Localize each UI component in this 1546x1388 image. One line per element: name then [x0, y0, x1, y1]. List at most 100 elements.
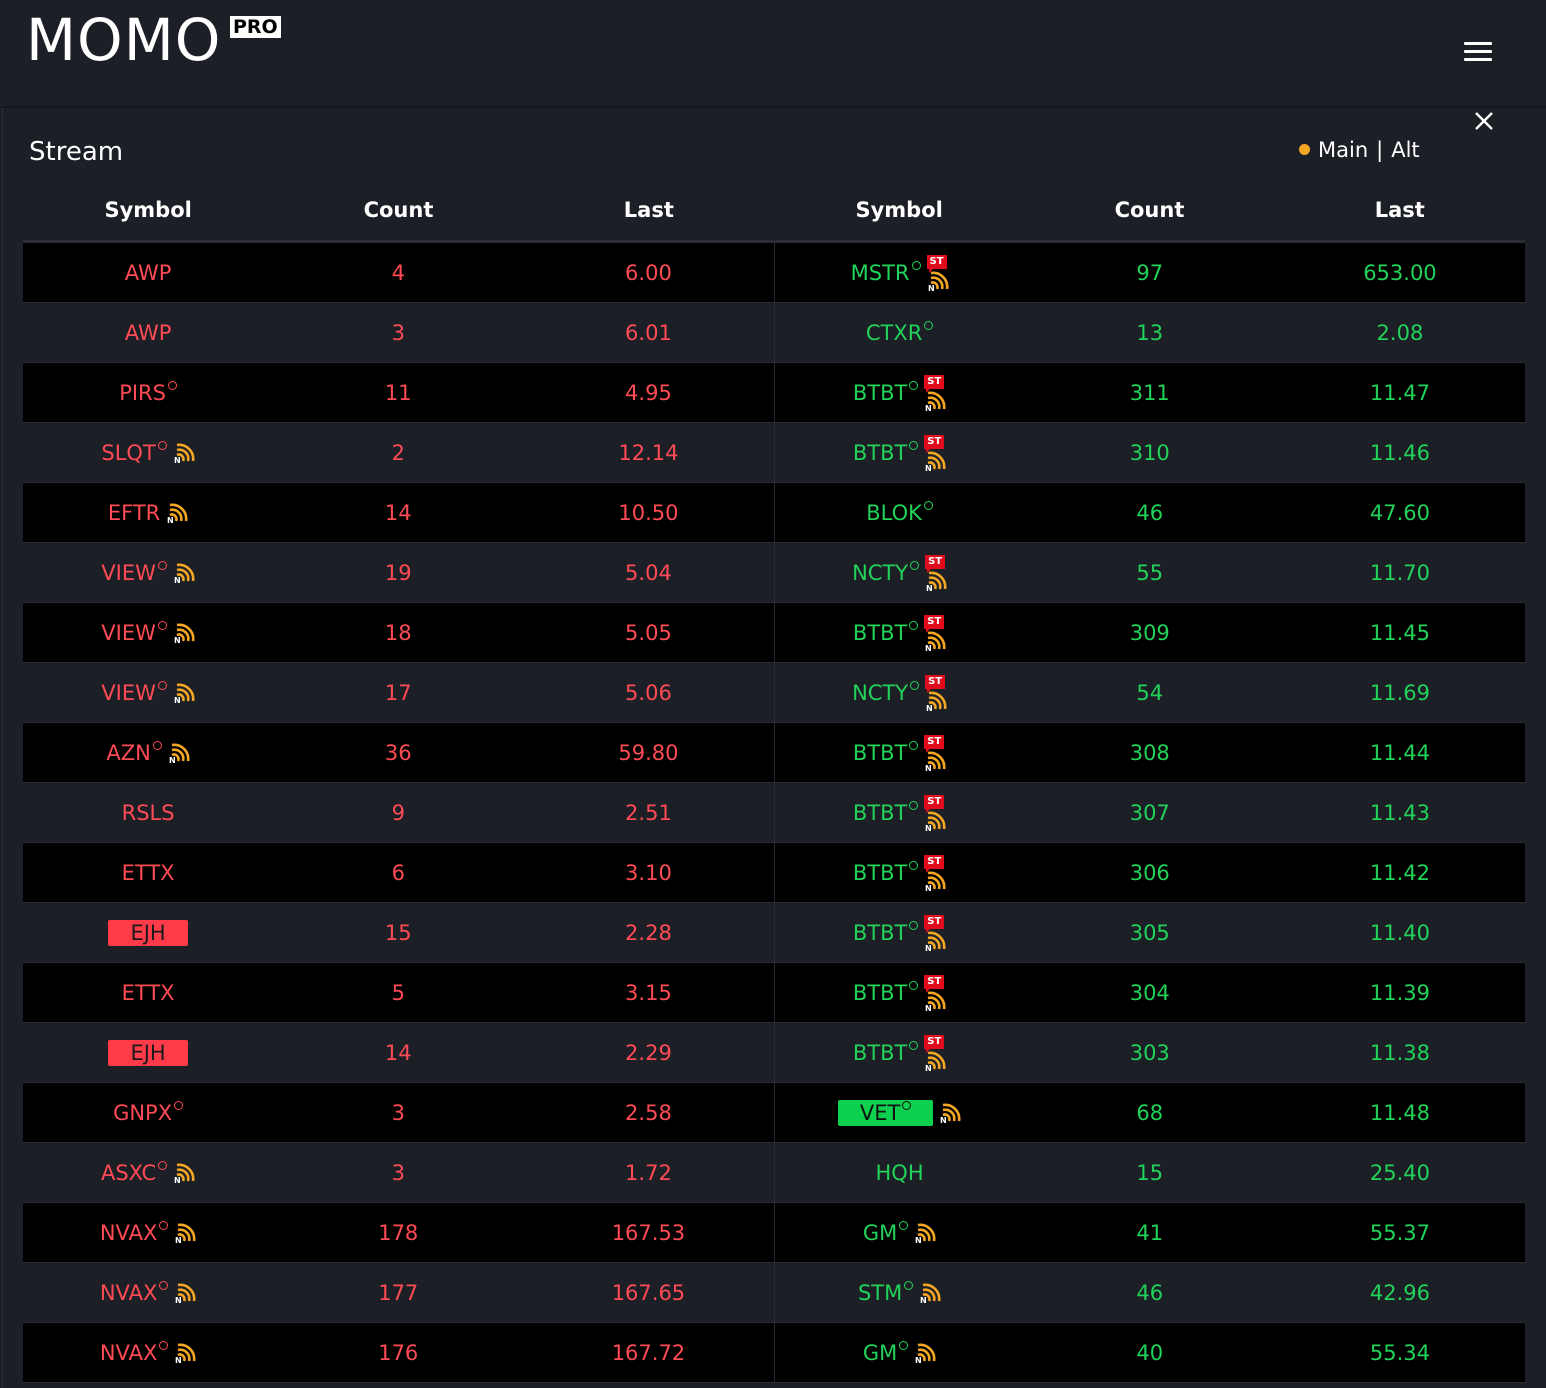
- symbol-link[interactable]: NCTY: [852, 561, 920, 585]
- symbol-link[interactable]: EFTR: [108, 501, 160, 525]
- col-header-last-right[interactable]: Last: [1374, 198, 1425, 222]
- stocktwits-icon[interactable]: ST: [924, 435, 945, 453]
- table-row[interactable]: ASXC N 3 1.72 HQH 15 25.40: [23, 1143, 1525, 1203]
- symbol-link[interactable]: BTBT: [853, 741, 919, 765]
- stocktwits-icon[interactable]: ST: [924, 855, 945, 873]
- news-feed-icon[interactable]: N: [174, 1283, 196, 1303]
- news-feed-icon[interactable]: N: [924, 751, 946, 771]
- news-feed-icon[interactable]: N: [924, 451, 946, 471]
- symbol-link[interactable]: BTBT: [853, 981, 919, 1005]
- table-row[interactable]: VIEW N 18 5.05 BTBT ST N 309 11.45: [23, 603, 1525, 663]
- stocktwits-icon[interactable]: ST: [924, 915, 945, 933]
- news-feed-icon[interactable]: N: [166, 503, 188, 523]
- symbol-link[interactable]: AWP: [125, 261, 172, 285]
- symbol-link[interactable]: VIEW: [101, 561, 167, 585]
- symbol-link[interactable]: NVAX: [100, 1221, 169, 1245]
- news-feed-icon[interactable]: N: [173, 563, 195, 583]
- news-feed-icon[interactable]: N: [173, 683, 195, 703]
- table-row[interactable]: PIRS 11 4.95 BTBT ST N 311 11.47: [23, 363, 1525, 423]
- symbol-link[interactable]: NVAX: [100, 1341, 169, 1365]
- symbol-link[interactable]: GM: [863, 1341, 909, 1365]
- news-feed-icon[interactable]: N: [174, 1343, 196, 1363]
- stocktwits-icon[interactable]: ST: [925, 555, 946, 573]
- stocktwits-icon[interactable]: ST: [924, 1035, 945, 1053]
- news-feed-icon[interactable]: N: [173, 1163, 195, 1183]
- symbol-link[interactable]: PIRS: [119, 381, 177, 405]
- symbol-link[interactable]: BTBT: [853, 921, 919, 945]
- symbol-link[interactable]: BLOK: [866, 501, 933, 525]
- close-icon[interactable]: [1473, 110, 1495, 132]
- symbol-link[interactable]: ASXC: [101, 1161, 168, 1185]
- table-row[interactable]: AWP 4 6.00 MSTR ST N 97 653.00: [23, 243, 1525, 303]
- news-feed-icon[interactable]: N: [924, 631, 946, 651]
- symbol-link[interactable]: MSTR: [851, 261, 921, 285]
- news-feed-icon[interactable]: N: [924, 991, 946, 1011]
- stocktwits-icon[interactable]: ST: [925, 675, 946, 693]
- stocktwits-icon[interactable]: ST: [924, 795, 945, 813]
- symbol-link[interactable]: SLQT: [101, 441, 167, 465]
- news-feed-icon[interactable]: N: [919, 1283, 941, 1303]
- news-feed-icon[interactable]: N: [924, 931, 946, 951]
- news-feed-icon[interactable]: N: [173, 443, 195, 463]
- news-feed-icon[interactable]: N: [924, 811, 946, 831]
- table-row[interactable]: EJH 14 2.29 BTBT ST N 303 11.38: [23, 1023, 1525, 1083]
- table-row[interactable]: ETTX 5 3.15 BTBT ST N 304 11.39: [23, 963, 1525, 1023]
- symbol-link[interactable]: NCTY: [852, 681, 920, 705]
- symbol-link[interactable]: GM: [863, 1221, 909, 1245]
- col-header-last-left[interactable]: Last: [623, 198, 674, 222]
- mode-main-tab[interactable]: Main: [1318, 138, 1369, 162]
- col-header-symbol-right[interactable]: Symbol: [855, 198, 943, 222]
- news-feed-icon[interactable]: N: [927, 271, 949, 291]
- table-row[interactable]: EFTR N 14 10.50 BLOK 46 47.60: [23, 483, 1525, 543]
- news-feed-icon[interactable]: N: [925, 571, 947, 591]
- table-row[interactable]: AWP 3 6.01 CTXR 13 2.08: [23, 303, 1525, 363]
- table-row[interactable]: NVAX N 177 167.65 STM N 46 42.96: [23, 1263, 1525, 1323]
- symbol-link[interactable]: AZN: [106, 741, 162, 765]
- symbol-link[interactable]: STM: [858, 1281, 914, 1305]
- news-feed-icon[interactable]: N: [925, 691, 947, 711]
- hamburger-menu-icon[interactable]: [1464, 42, 1492, 64]
- stocktwits-icon[interactable]: ST: [924, 615, 945, 633]
- stocktwits-icon[interactable]: ST: [924, 735, 945, 753]
- symbol-link[interactable]: ETTX: [122, 861, 175, 885]
- symbol-link[interactable]: BTBT: [853, 1041, 919, 1065]
- stocktwits-icon[interactable]: ST: [924, 975, 945, 993]
- highlighted-symbol-badge[interactable]: EJH: [108, 1040, 188, 1066]
- symbol-link[interactable]: BTBT: [853, 861, 919, 885]
- symbol-link[interactable]: RSLS: [122, 801, 175, 825]
- symbol-link[interactable]: BTBT: [853, 441, 919, 465]
- symbol-link[interactable]: CTXR: [866, 321, 934, 345]
- news-feed-icon[interactable]: N: [168, 743, 190, 763]
- symbol-link[interactable]: BTBT: [853, 381, 919, 405]
- news-feed-icon[interactable]: N: [173, 623, 195, 643]
- table-row[interactable]: RSLS 9 2.51 BTBT ST N 307 11.43: [23, 783, 1525, 843]
- table-row[interactable]: EJH 15 2.28 BTBT ST N 305 11.40: [23, 903, 1525, 963]
- symbol-link[interactable]: BTBT: [853, 621, 919, 645]
- table-row[interactable]: NVAX N 178 167.53 GM N 41 55.37: [23, 1203, 1525, 1263]
- news-feed-icon[interactable]: N: [914, 1223, 936, 1243]
- symbol-link[interactable]: BTBT: [853, 801, 919, 825]
- symbol-link[interactable]: VIEW: [101, 621, 167, 645]
- news-feed-icon[interactable]: N: [924, 391, 946, 411]
- symbol-link[interactable]: AWP: [125, 321, 172, 345]
- table-row[interactable]: VIEW N 17 5.06 NCTY ST N 54 11.69: [23, 663, 1525, 723]
- news-feed-icon[interactable]: N: [914, 1343, 936, 1363]
- symbol-link[interactable]: GNPX: [113, 1101, 184, 1125]
- table-row[interactable]: VIEW N 19 5.04 NCTY ST N 55 11.70: [23, 543, 1525, 603]
- table-row[interactable]: ETTX 6 3.10 BTBT ST N 306 11.42: [23, 843, 1525, 903]
- news-feed-icon[interactable]: N: [939, 1103, 961, 1123]
- symbol-link[interactable]: ETTX: [122, 981, 175, 1005]
- stocktwits-icon[interactable]: ST: [926, 255, 947, 273]
- table-row[interactable]: GNPX 3 2.58 VET N 68 11.48: [23, 1083, 1525, 1143]
- app-logo[interactable]: MOMO: [26, 6, 222, 74]
- table-row[interactable]: AZN N 36 59.80 BTBT ST N 308 11.44: [23, 723, 1525, 783]
- news-feed-icon[interactable]: N: [924, 871, 946, 891]
- col-header-count-left[interactable]: Count: [363, 198, 434, 222]
- news-feed-icon[interactable]: N: [924, 1051, 946, 1071]
- symbol-link[interactable]: VIEW: [101, 681, 167, 705]
- col-header-count-right[interactable]: Count: [1114, 198, 1185, 222]
- col-header-symbol-left[interactable]: Symbol: [104, 198, 192, 222]
- highlighted-symbol-badge[interactable]: EJH: [108, 920, 188, 946]
- stocktwits-icon[interactable]: ST: [924, 375, 945, 393]
- symbol-link[interactable]: NVAX: [100, 1281, 169, 1305]
